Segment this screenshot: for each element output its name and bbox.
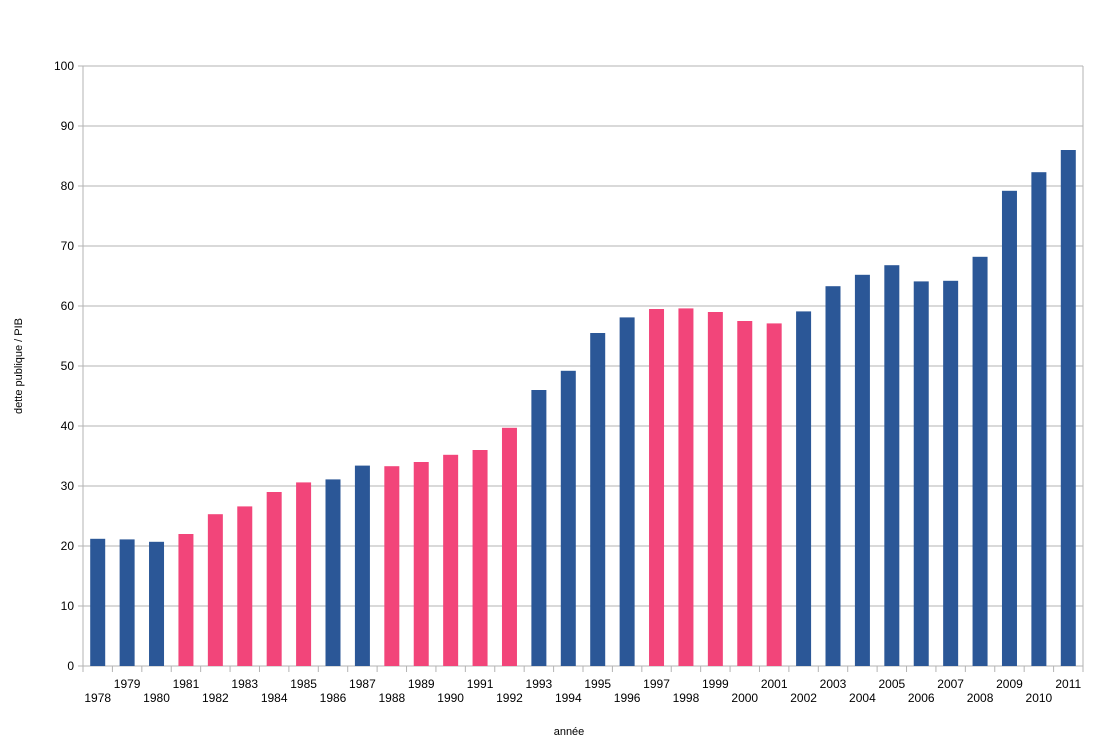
- bar-1996: [619, 317, 635, 666]
- bar-2002: [796, 311, 812, 666]
- y-tick-label: 40: [61, 419, 75, 433]
- bar-1999: [707, 312, 723, 666]
- bar-2007: [943, 280, 959, 666]
- x-tick-label: 1994: [555, 691, 582, 705]
- bar-2010: [1031, 172, 1047, 666]
- x-tick-label: 2001: [761, 677, 788, 691]
- x-tick-label: 2010: [1026, 691, 1053, 705]
- y-axis-ticks: 0 10 20 30 40 50 60 70 80 90 100: [54, 59, 74, 673]
- x-tick-label: 1980: [143, 691, 170, 705]
- y-tick-label: 70: [61, 239, 75, 253]
- x-tick-label: 1978: [84, 691, 111, 705]
- bar-1982: [207, 514, 223, 666]
- bar-2001: [766, 323, 782, 666]
- y-tick-label: 30: [61, 479, 75, 493]
- bar-2006: [913, 281, 929, 666]
- x-tick-label: 1996: [614, 691, 641, 705]
- x-tick-label: 1997: [643, 677, 670, 691]
- x-tick-label: 1987: [349, 677, 376, 691]
- bar-1978: [90, 538, 106, 666]
- x-tick-label: 2000: [731, 691, 758, 705]
- y-tick-label: 100: [54, 59, 74, 73]
- x-axis-title: année: [554, 726, 585, 738]
- x-tick-label: 1982: [202, 691, 229, 705]
- x-tick-label: 1991: [467, 677, 494, 691]
- x-tick-label: 2011: [1055, 677, 1081, 691]
- bar-2004: [854, 274, 870, 666]
- bar-1985: [296, 482, 312, 666]
- x-tick-label: 1999: [702, 677, 729, 691]
- x-axis-ticks: 1978197919801981198219831984198519861987…: [82, 666, 1084, 705]
- bar-1991: [472, 450, 488, 666]
- y-tick-label: 80: [61, 179, 75, 193]
- x-tick-label: 1993: [526, 677, 553, 691]
- x-tick-label: 1990: [437, 691, 464, 705]
- x-tick-label: 1983: [231, 677, 258, 691]
- x-tick-label: 1989: [408, 677, 435, 691]
- y-axis-title: dette publique / PIB: [13, 318, 25, 414]
- bar-1998: [678, 308, 694, 666]
- x-tick-label: 1984: [261, 691, 288, 705]
- bar-2003: [825, 286, 841, 666]
- y-tick-label: 50: [61, 359, 75, 373]
- x-tick-label: 1998: [673, 691, 700, 705]
- y-tick-label: 60: [61, 299, 75, 313]
- x-tick-label: 2006: [908, 691, 935, 705]
- bar-1979: [119, 539, 135, 666]
- bar-2011: [1060, 150, 1076, 666]
- bar-2008: [972, 256, 988, 666]
- bar-1988: [384, 466, 400, 666]
- y-tick-label: 90: [61, 119, 75, 133]
- bars: [90, 150, 1076, 667]
- x-tick-label: 1988: [378, 691, 405, 705]
- y-tick-label: 0: [67, 659, 74, 673]
- bar-1997: [649, 309, 665, 666]
- x-tick-label: 2007: [937, 677, 964, 691]
- x-tick-label: 1985: [290, 677, 317, 691]
- x-tick-label: 2009: [996, 677, 1023, 691]
- bar-1995: [590, 333, 606, 666]
- bar-1986: [325, 479, 341, 666]
- bar-1983: [237, 506, 253, 666]
- x-tick-label: 1995: [584, 677, 611, 691]
- x-tick-label: 1992: [496, 691, 523, 705]
- x-tick-label: 1979: [114, 677, 141, 691]
- y-tick-label: 20: [61, 539, 75, 553]
- x-tick-label: 1986: [320, 691, 347, 705]
- bar-1980: [149, 541, 165, 666]
- bar-1992: [501, 427, 517, 666]
- bar-1994: [560, 370, 576, 666]
- bar-2000: [737, 321, 753, 666]
- bar-1981: [178, 534, 194, 666]
- y-tick-label: 10: [61, 599, 75, 613]
- bar-1990: [443, 454, 459, 666]
- bar-2005: [884, 265, 900, 666]
- x-tick-label: 2008: [967, 691, 994, 705]
- x-tick-label: 1981: [173, 677, 200, 691]
- gridlines: [78, 65, 1084, 667]
- bar-2009: [1001, 190, 1017, 667]
- x-tick-label: 2005: [878, 677, 905, 691]
- x-tick-label: 2003: [820, 677, 847, 691]
- x-tick-label: 2004: [849, 691, 876, 705]
- bar-1984: [266, 492, 282, 666]
- x-tick-label: 2002: [790, 691, 817, 705]
- bar-1993: [531, 390, 547, 666]
- bar-1989: [413, 462, 429, 666]
- bar-1987: [354, 465, 370, 666]
